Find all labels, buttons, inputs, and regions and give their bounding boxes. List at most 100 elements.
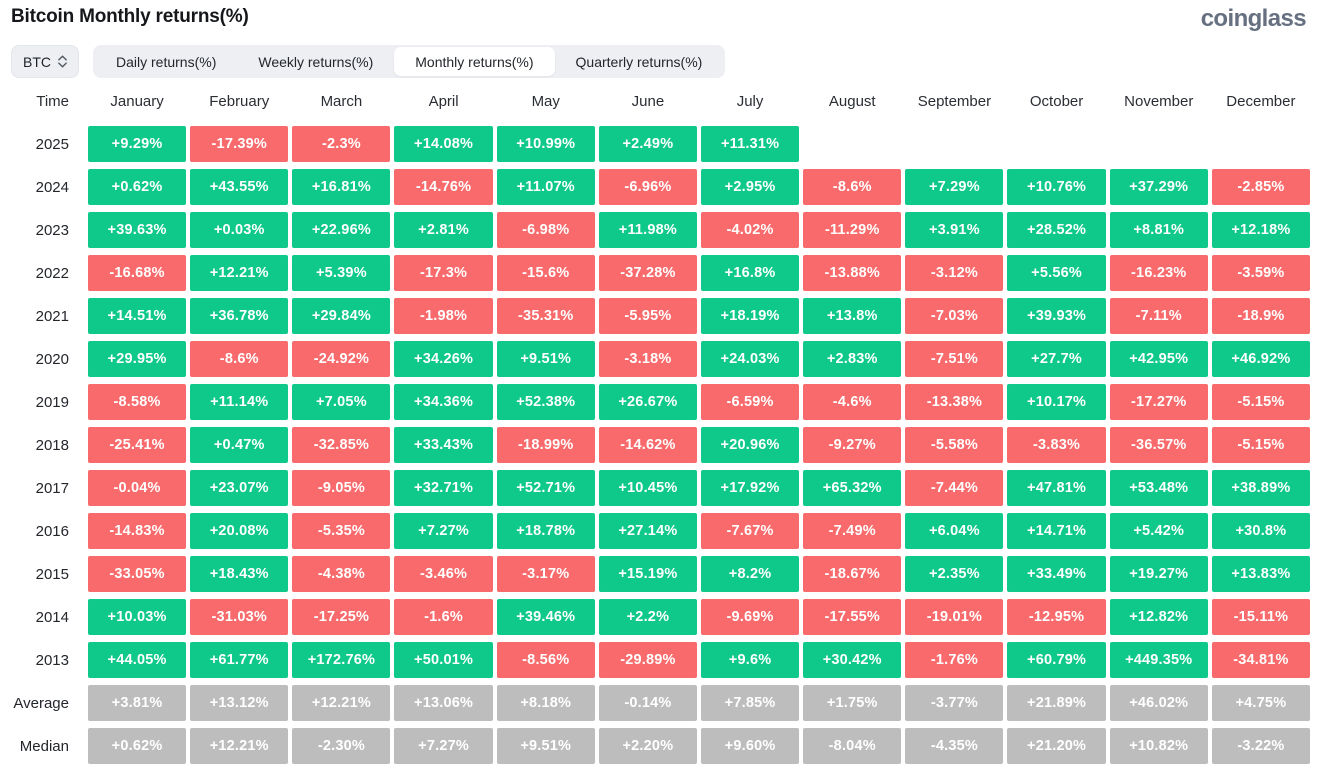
return-cell: +30.42% — [803, 642, 902, 679]
return-cell: +4.75% — [1211, 685, 1310, 722]
tab-monthly-returns[interactable]: Monthly returns(%) — [394, 47, 555, 77]
row-label-2021: 2021 — [35, 307, 69, 325]
return-cell: -3.17% — [496, 556, 595, 593]
return-cell: +13.8% — [803, 298, 902, 335]
return-cell: +172.76% — [292, 642, 391, 679]
return-cell: +12.82% — [1109, 599, 1208, 636]
return-cell: +24.03% — [700, 341, 800, 378]
return-cell: +8.81% — [1109, 212, 1208, 249]
return-cell: +8.18% — [496, 685, 595, 722]
return-cell: -5.15% — [1211, 384, 1310, 421]
return-cell: -3.18% — [598, 341, 697, 378]
return-cell: +20.08% — [190, 513, 289, 550]
return-cell: -13.88% — [803, 255, 902, 292]
return-cell: -2.3% — [292, 126, 391, 163]
return-cell: +15.19% — [598, 556, 697, 593]
return-cell: -9.69% — [700, 599, 800, 636]
column-header-month: June — [631, 93, 665, 111]
return-cell: +1.75% — [803, 685, 902, 722]
column-header-month: October — [1029, 93, 1084, 111]
return-cell: +32.71% — [394, 470, 493, 507]
return-cell: +0.03% — [190, 212, 289, 249]
return-cell: +2.83% — [803, 341, 902, 378]
column-header-month: August — [828, 93, 876, 111]
row-label-2018: 2018 — [35, 436, 69, 454]
return-cell: +27.14% — [598, 513, 697, 550]
return-cell — [803, 126, 901, 162]
row-label-median: Median — [19, 737, 69, 755]
return-cell: +12.21% — [190, 255, 289, 292]
row-label-2025: 2025 — [35, 135, 69, 153]
return-cell: +42.95% — [1109, 341, 1208, 378]
tab-quarterly-returns[interactable]: Quarterly returns(%) — [575, 53, 703, 70]
return-cell: -7.44% — [905, 470, 1004, 507]
return-cell: -14.62% — [598, 427, 697, 464]
column-header-month: April — [428, 93, 459, 111]
return-cell: +18.78% — [496, 513, 595, 550]
return-cell: +21.20% — [1007, 728, 1106, 765]
return-cell: +449.35% — [1109, 642, 1208, 679]
return-cell: +12.21% — [190, 728, 289, 765]
return-cell: -8.6% — [803, 169, 902, 206]
return-cell — [905, 126, 1003, 162]
top-bar: Bitcoin Monthly returns(%) coinglass — [11, 0, 1310, 32]
return-cell: -5.95% — [598, 298, 697, 335]
return-cell: +16.8% — [700, 255, 800, 292]
return-cell: +16.81% — [292, 169, 391, 206]
return-cell: -34.81% — [1211, 642, 1310, 679]
return-cell: -3.83% — [1007, 427, 1106, 464]
row-label-average: Average — [13, 694, 69, 712]
controls-row: BTC Daily returns(%) Weekly returns(%) M… — [11, 45, 1310, 79]
return-cell: -7.03% — [905, 298, 1004, 335]
return-cell: +11.98% — [598, 212, 697, 249]
return-cell: -24.92% — [292, 341, 391, 378]
return-cell: +39.46% — [496, 599, 595, 636]
column-header-time: Time — [36, 93, 69, 111]
return-cell: +10.76% — [1007, 169, 1106, 206]
tab-daily-returns[interactable]: Daily returns(%) — [116, 53, 217, 70]
return-cell: +43.55% — [190, 169, 289, 206]
row-label-2016: 2016 — [35, 522, 69, 540]
return-cell: +5.39% — [292, 255, 391, 292]
return-cell: -25.41% — [88, 427, 187, 464]
return-cell: +34.36% — [394, 384, 493, 421]
return-cell: +2.49% — [598, 126, 697, 163]
return-cell: -5.58% — [905, 427, 1004, 464]
column-header-month: May — [531, 93, 560, 111]
return-cell: -17.25% — [292, 599, 391, 636]
symbol-select-value: BTC — [23, 53, 51, 70]
return-cell: -8.56% — [496, 642, 595, 679]
row-label-2017: 2017 — [35, 479, 69, 497]
return-cell — [1007, 126, 1105, 162]
column-header-month: November — [1124, 93, 1194, 111]
row-label-2022: 2022 — [35, 264, 69, 282]
return-cell: -5.35% — [292, 513, 391, 550]
return-cell: -7.51% — [905, 341, 1004, 378]
return-cell: -33.05% — [88, 556, 187, 593]
return-cell: +10.99% — [496, 126, 595, 163]
return-cell: +22.96% — [292, 212, 391, 249]
return-cell: +9.6% — [700, 642, 800, 679]
return-cell: +23.07% — [190, 470, 289, 507]
return-cell: +3.91% — [905, 212, 1004, 249]
return-cell: -3.12% — [905, 255, 1004, 292]
return-cell: +21.89% — [1007, 685, 1106, 722]
symbol-select[interactable]: BTC — [11, 45, 79, 79]
return-cell: -15.6% — [496, 255, 595, 292]
return-cell: +14.71% — [1007, 513, 1106, 550]
return-cell: +18.19% — [700, 298, 800, 335]
return-cell: -8.04% — [803, 728, 902, 765]
return-cell: +26.67% — [598, 384, 697, 421]
return-cell: +0.47% — [190, 427, 289, 464]
return-cell: -0.14% — [598, 685, 697, 722]
return-cell: +7.85% — [700, 685, 800, 722]
return-cell: +17.92% — [700, 470, 800, 507]
return-cell: -7.67% — [700, 513, 800, 550]
return-cell: +14.08% — [394, 126, 493, 163]
return-cell: -4.02% — [700, 212, 800, 249]
return-cell: +44.05% — [88, 642, 187, 679]
return-cell: -18.99% — [496, 427, 595, 464]
tab-weekly-returns[interactable]: Weekly returns(%) — [258, 53, 374, 70]
row-label-2020: 2020 — [35, 350, 69, 368]
return-cell: +13.12% — [190, 685, 289, 722]
